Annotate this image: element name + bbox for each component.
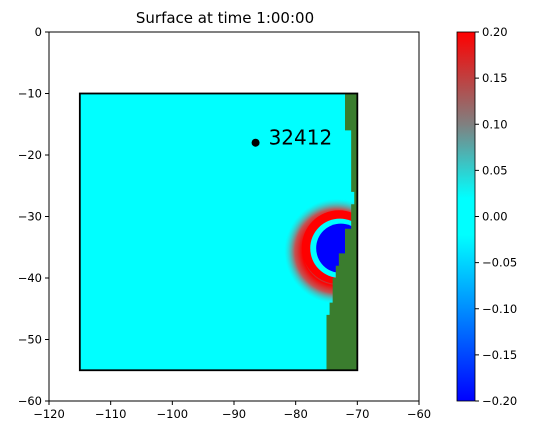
colorbar-tick-label: −0.15 xyxy=(482,348,517,362)
surface-field xyxy=(79,93,358,371)
colorbar-tick-label: 0.15 xyxy=(482,71,508,85)
x-axis: −120 −110 −100 −90 −80 −70 −60 xyxy=(33,401,431,421)
colorbar-tick-label: 0.00 xyxy=(482,210,508,224)
colorbar-tick-label: −0.05 xyxy=(482,256,517,270)
x-tick-label: −80 xyxy=(284,407,308,421)
colorbar-tick-label: −0.20 xyxy=(482,394,517,408)
x-tick-label: −60 xyxy=(407,407,431,421)
gauge-label: 32412 xyxy=(269,126,333,150)
y-tick-label: −40 xyxy=(18,271,42,285)
x-tick-label: −70 xyxy=(345,407,369,421)
y-tick-label: −30 xyxy=(18,210,42,224)
y-tick-label: −60 xyxy=(18,394,42,408)
x-tick-label: −120 xyxy=(33,407,65,421)
chart-title: Surface at time 1:00:00 xyxy=(136,9,314,27)
land-mass xyxy=(326,93,358,371)
x-tick-label: −100 xyxy=(157,407,189,421)
x-tick-label: −110 xyxy=(95,407,127,421)
colorbar-tick-label: 0.20 xyxy=(482,25,508,39)
y-axis: 0 −10 −20 −30 −40 −50 −60 xyxy=(18,25,49,408)
y-tick-label: 0 xyxy=(35,25,42,39)
domain-box xyxy=(78,92,359,372)
y-tick-label: −50 xyxy=(18,333,42,347)
colorbar-tick-label: 0.10 xyxy=(482,117,508,131)
y-tick-label: −10 xyxy=(18,87,42,101)
plot-area: 32412 xyxy=(48,31,420,402)
colorbar-ramp xyxy=(456,31,476,402)
colorbar-tick-label: 0.05 xyxy=(482,163,508,177)
x-tick-label: −90 xyxy=(222,407,246,421)
colorbar: 0.20 0.15 0.10 0.05 0.00 −0.05 −0.10 −0.15 −0.20 xyxy=(456,25,517,408)
y-tick-label: −20 xyxy=(18,148,42,162)
colorbar-tick-label: −0.10 xyxy=(482,302,517,316)
gauge-marker xyxy=(251,138,260,147)
